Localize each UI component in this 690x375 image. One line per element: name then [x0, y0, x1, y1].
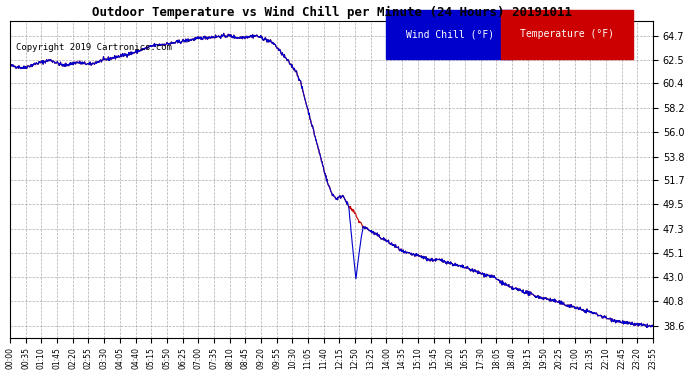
Title: Outdoor Temperature vs Wind Chill per Minute (24 Hours) 20191011: Outdoor Temperature vs Wind Chill per Mi… [92, 6, 571, 19]
Text: Wind Chill (°F): Wind Chill (°F) [406, 29, 493, 39]
Text: Copyright 2019 Cartronics.com: Copyright 2019 Cartronics.com [17, 44, 172, 52]
Text: Temperature (°F): Temperature (°F) [520, 29, 614, 39]
